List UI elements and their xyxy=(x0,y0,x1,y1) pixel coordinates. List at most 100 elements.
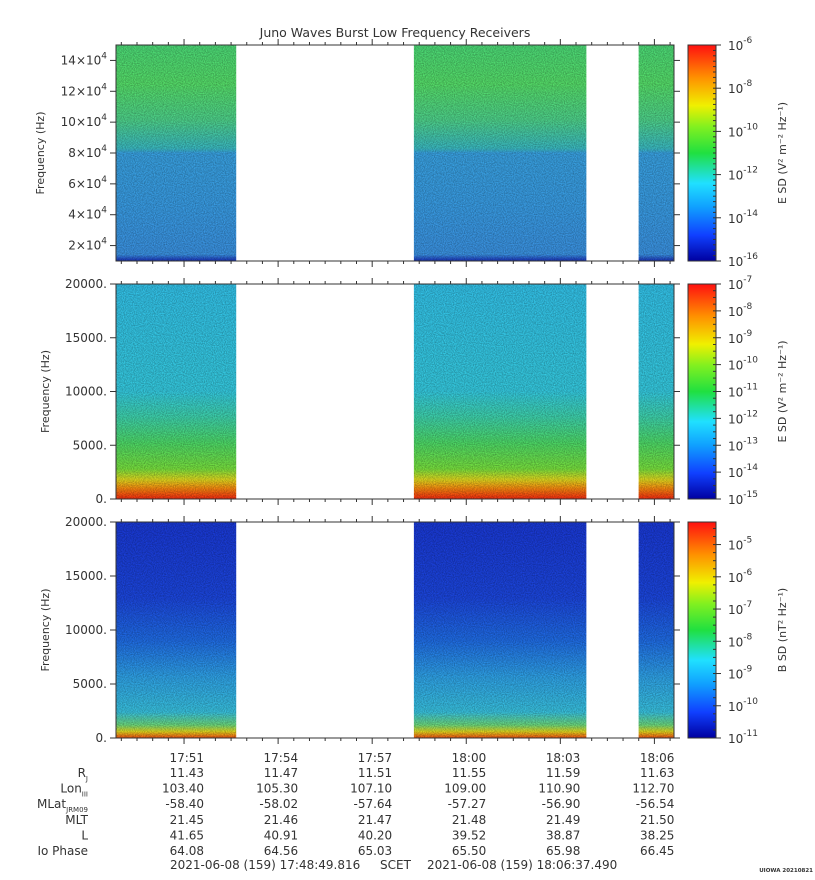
colorbar-tick-exponent: -9 xyxy=(743,665,752,675)
colorbar-tick-exponent: -10 xyxy=(743,697,758,707)
ephemeris-value: -57.27 xyxy=(448,797,487,811)
y-tick-exponent: 4 xyxy=(101,144,107,154)
footer-end-time: 2021-06-08 (159) 18:06:37.490 xyxy=(427,858,617,872)
ephemeris-value: 107.10 xyxy=(350,782,392,796)
x-tick-label: 18:00 xyxy=(452,751,487,765)
ephemeris-row-label: L xyxy=(81,828,88,842)
ephemeris-value: 105.30 xyxy=(256,782,298,796)
y-tick-label: 8×104 xyxy=(68,144,107,160)
colorbar-tick-exponent: -6 xyxy=(743,568,752,578)
ephemeris-value: 65.50 xyxy=(452,844,486,858)
ephemeris-value: 41.65 xyxy=(170,828,204,842)
y-tick-label: 20000. xyxy=(65,277,107,291)
y-tick-label: 0. xyxy=(96,492,107,506)
ephemeris-row-label: LonIII xyxy=(60,782,88,799)
y-tick-label: 20000. xyxy=(65,515,107,529)
colorbar-tick-exponent: -14 xyxy=(743,463,758,473)
ephemeris-value: 21.46 xyxy=(264,813,298,827)
ephemeris-value: 21.48 xyxy=(452,813,486,827)
ephemeris-value: 11.43 xyxy=(170,766,204,780)
footer-start-time: 2021-06-08 (159) 17:48:49.816 xyxy=(170,858,360,872)
colorbar-tick-label: 10-14 xyxy=(728,209,758,226)
y-tick-label: 12×104 xyxy=(61,82,108,98)
y-tick-exponent: 4 xyxy=(101,237,107,247)
x-tick-label: 17:57 xyxy=(358,751,393,765)
spectrogram-texture-1 xyxy=(116,45,237,261)
credit-label: UIOWA 20210821 xyxy=(759,868,813,874)
ephemeris-row-label: MLatJRM09 xyxy=(37,797,88,814)
ephemeris-value: 65.98 xyxy=(546,844,580,858)
panel-middle: 0. 5000. 10000. 15000. 20000. Frequency (Hz) 1… xyxy=(39,275,789,507)
colorbar-tick-exponent: -12 xyxy=(743,166,758,176)
colorbar-tick-exponent: -12 xyxy=(743,409,758,419)
ephemeris-value: 11.47 xyxy=(264,766,298,780)
colorbar-tick-label: 10-7 xyxy=(728,275,752,292)
colorbar-tick-exponent: -7 xyxy=(743,600,752,610)
spectrogram-texture-3 xyxy=(638,522,674,738)
colorbar-tick-label: 10-8 xyxy=(728,79,753,96)
colorbar-tick-label: 10-6 xyxy=(728,568,753,585)
ephemeris-value: 112.70 xyxy=(632,782,674,796)
ephemeris-value: 40.20 xyxy=(358,828,392,842)
colorbar xyxy=(688,522,716,738)
panel-top: 2×104 4×104 6×104 8×104 10×104 12×104 14×104 Fr… xyxy=(34,36,789,269)
ephemeris-value: 38.25 xyxy=(640,828,674,842)
x-tick-label: 18:06 xyxy=(640,751,675,765)
colorbar-tick-label: 10-8 xyxy=(728,632,753,649)
x-tick-label: 17:54 xyxy=(264,751,299,765)
ephemeris-row-subscript: III xyxy=(82,791,88,799)
spectrogram-texture-2 xyxy=(413,522,587,738)
colorbar-tick-label: 10-9 xyxy=(728,665,753,682)
figure-title: Juno Waves Burst Low Frequency Receivers xyxy=(259,25,531,40)
colorbar-tick-exponent: -15 xyxy=(743,490,758,500)
y-axis-title: Frequency (Hz) xyxy=(39,350,52,433)
y-tick-label: 10×104 xyxy=(61,113,108,129)
y-tick-label: 2×104 xyxy=(68,237,107,253)
colorbar-tick-label: 10-10 xyxy=(728,122,758,139)
colorbar-tick-label: 10-12 xyxy=(728,166,758,183)
colorbar-tick-exponent: -5 xyxy=(743,536,752,546)
colorbar-tick-exponent: -13 xyxy=(743,436,758,446)
ephemeris-value: 110.90 xyxy=(538,782,580,796)
y-tick-label: 5000. xyxy=(73,438,107,452)
panel-bottom: 0. 5000. 10000. 15000. 20000. Frequency (Hz) 1… xyxy=(39,515,789,746)
spectrogram-texture-3 xyxy=(638,284,674,499)
y-tick-exponent: 4 xyxy=(101,82,107,92)
y-axis-title: Frequency (Hz) xyxy=(39,589,52,672)
ephemeris-value: 64.56 xyxy=(264,844,298,858)
colorbar-tick-label: 10-10 xyxy=(728,356,758,373)
ephemeris-value: -56.54 xyxy=(636,797,675,811)
colorbar-tick-label: 10-8 xyxy=(728,302,753,319)
y-tick-label: 15000. xyxy=(65,331,107,345)
ephemeris-value: 11.55 xyxy=(452,766,486,780)
spectrogram-texture-1 xyxy=(116,284,237,499)
colorbar-tick-exponent: -8 xyxy=(743,632,752,642)
ephemeris-value: 103.40 xyxy=(162,782,204,796)
colorbar-title: E SD (V² m⁻² Hz⁻¹) xyxy=(776,102,789,204)
colorbar-tick-label: 10-16 xyxy=(728,252,758,269)
ephemeris-row-label: RJ xyxy=(78,766,88,783)
ephemeris-value: 11.63 xyxy=(640,766,674,780)
colorbar xyxy=(688,45,716,261)
colorbar-tick-label: 10-5 xyxy=(728,536,752,553)
ephemeris-value: 21.47 xyxy=(358,813,392,827)
y-tick-exponent: 4 xyxy=(101,113,107,123)
ephemeris-row-label: MLT xyxy=(65,813,88,827)
colorbar-tick-label: 10-12 xyxy=(728,409,758,426)
ephemeris-value: -58.02 xyxy=(259,797,298,811)
y-tick-label: 0. xyxy=(96,731,107,745)
y-tick-label: 14×104 xyxy=(61,51,108,67)
ephemeris-value: 65.03 xyxy=(358,844,392,858)
footer-scet-label: SCET xyxy=(380,858,412,872)
ephemeris-value: 38.87 xyxy=(546,828,580,842)
colorbar-frame xyxy=(687,521,717,739)
y-tick-exponent: 4 xyxy=(101,206,107,216)
ephemeris-value: 21.50 xyxy=(640,813,674,827)
colorbar xyxy=(688,284,716,499)
colorbar-tick-label: 10-10 xyxy=(728,697,758,714)
y-tick-label: 10000. xyxy=(65,385,107,399)
colorbar-tick-label: 10-7 xyxy=(728,600,752,617)
colorbar-tick-exponent: -8 xyxy=(743,302,752,312)
x-tick-label: 18:03 xyxy=(546,751,581,765)
